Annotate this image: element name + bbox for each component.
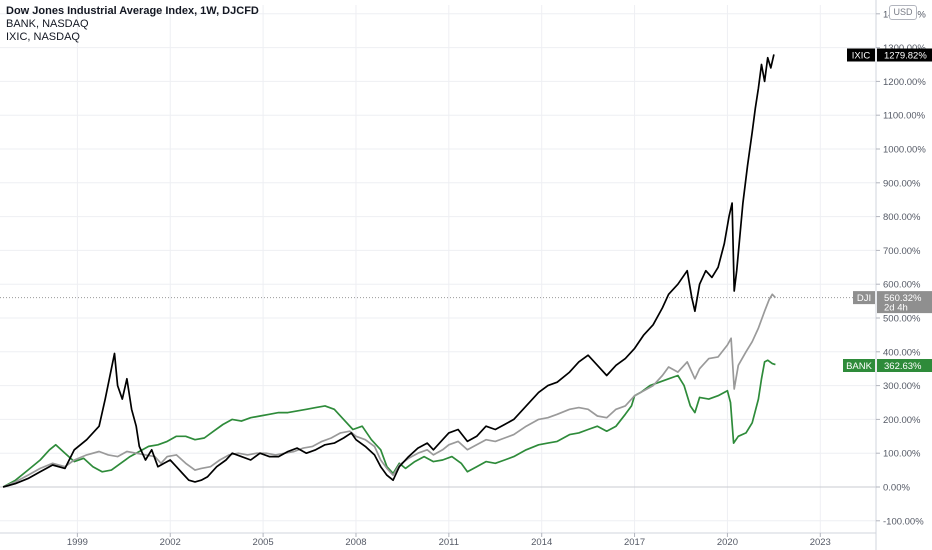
- y-tick-label: 900.00%: [883, 178, 921, 189]
- currency-button[interactable]: USD: [889, 5, 917, 20]
- chart-legend: Dow Jones Industrial Average Index, 1W, …: [6, 5, 259, 44]
- ixic-badge-symbol-bg: [847, 48, 875, 62]
- dji-badge: DJI 560.32% 2d 4h: [853, 291, 932, 314]
- y-tick-label: -100.00%: [883, 516, 924, 527]
- chart-grid: [0, 5, 876, 533]
- series-line-bank: [2, 359, 776, 488]
- x-tick-label: 2002: [160, 537, 181, 548]
- bank-badge-value: 362.63%: [884, 361, 922, 372]
- x-tick-label: 1999: [67, 537, 88, 548]
- bank-badge-value-bg: [877, 359, 932, 372]
- ixic-badge-value: 1279.82%: [884, 50, 927, 61]
- series-line-dji: [2, 293, 777, 488]
- y-tick-label: 100.00%: [883, 449, 921, 460]
- y-tick-label: 200.00%: [883, 415, 921, 426]
- y-tick-label: 400.00%: [883, 347, 921, 358]
- x-tick-label: 2017: [624, 537, 645, 548]
- ixic-badge: IXIC 1279.82%: [847, 48, 932, 62]
- x-tick-label: 2020: [717, 537, 738, 548]
- ixic-badge-symbol: IXIC: [852, 50, 871, 61]
- dji-badge-symbol-bg: [853, 291, 875, 305]
- dji-badge-value: 560.32%: [884, 293, 922, 304]
- x-axis[interactable]: 1999 2002 2005 2008 2011 2014 2017 2020 2023: [0, 532, 876, 548]
- y-tick-label: 800.00%: [883, 212, 921, 223]
- legend-main-symbol[interactable]: Dow Jones Industrial Average Index, 1W, …: [6, 5, 259, 17]
- y-tick-label: 1200.00%: [883, 77, 926, 88]
- y-tick-label: 1100.00%: [883, 111, 926, 122]
- bank-badge: BANK 362.63%: [843, 359, 932, 372]
- x-tick-label: 2011: [439, 537, 459, 548]
- legend-compare-bank[interactable]: BANK, NASDAQ: [6, 18, 89, 30]
- y-axis[interactable]: -100.00% 0.00% 100.00% 200.00% 300.00% 400.00…: [875, 0, 926, 550]
- dji-badge-countdown: 2d 4h: [884, 303, 908, 314]
- bank-badge-symbol-bg: [843, 359, 875, 372]
- y-tick-label: 300.00%: [883, 381, 921, 392]
- dji-badge-value-bg: [877, 291, 932, 314]
- y-tick-label: 1000.00%: [883, 145, 926, 156]
- bank-badge-symbol: BANK: [846, 361, 873, 372]
- y-tick-label: 0.00%: [883, 483, 910, 494]
- y-tick-label: 700.00%: [883, 246, 921, 257]
- y-tick-label: 600.00%: [883, 280, 921, 291]
- y-tick-label: 500.00%: [883, 314, 921, 325]
- x-tick-label: 2008: [345, 537, 366, 548]
- chart-series: [2, 54, 777, 488]
- x-tick-label: 2005: [253, 537, 274, 548]
- ixic-badge-value-bg: [877, 48, 932, 62]
- dji-badge-symbol: DJI: [857, 293, 871, 304]
- price-badges: IXIC 1279.82% DJI 560.32% 2d 4h BANK 362…: [843, 48, 932, 372]
- series-line-ixic: [2, 54, 775, 488]
- legend-compare-ixic[interactable]: IXIC, NASDAQ: [6, 31, 80, 43]
- x-tick-label: 2023: [810, 537, 831, 548]
- x-tick-label: 2014: [531, 537, 552, 548]
